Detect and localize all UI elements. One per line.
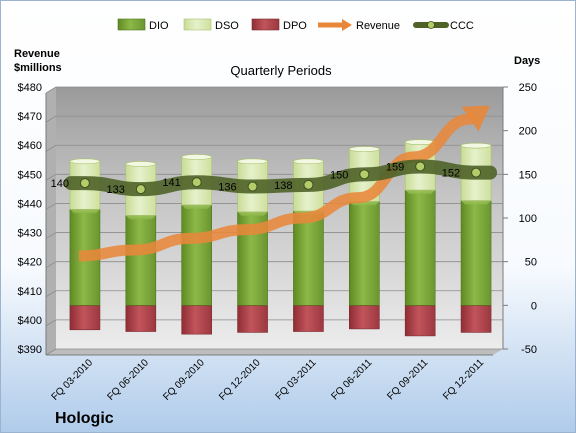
bar-dso-top — [460, 142, 492, 149]
bar-dpo — [237, 305, 268, 333]
legend-label-dso: DSO — [215, 20, 239, 32]
legend-arrowhead-revenue — [342, 19, 352, 31]
gridline-side — [45, 290, 57, 298]
left-tick-label: $460 — [18, 140, 42, 152]
revenue-series — [78, 105, 490, 262]
ccc-marker — [191, 177, 202, 188]
ccc-data-label: 138 — [274, 180, 292, 192]
ccc-marker — [359, 169, 370, 180]
left-tick-label: $420 — [18, 257, 42, 269]
ccc-marker — [471, 167, 482, 178]
gridline-side — [45, 348, 57, 356]
ccc-marker — [303, 179, 314, 190]
legend-swatch-dso — [183, 18, 212, 31]
ccc-data-label: 133 — [106, 184, 124, 196]
ccc-data-label: 140 — [51, 178, 69, 190]
gridline-side — [45, 144, 57, 152]
bar-dio-top — [405, 190, 436, 195]
bar-dio — [349, 201, 380, 306]
company-name: Hologic — [55, 410, 114, 427]
left-axis: $480 $470 $460 $450 $440 $430 $420 $410 $400 $390 — [18, 82, 47, 356]
ccc-data-label: 152 — [442, 168, 460, 180]
left-axis-title-line2: $millions — [14, 62, 62, 74]
bar-dso-top — [69, 158, 101, 165]
legend: DIO DSO DPO Revenue CCC — [117, 18, 474, 32]
legend-swatch-dio — [117, 18, 146, 31]
left-tick-label: $400 — [18, 315, 42, 327]
bar-dso-top — [349, 146, 380, 152]
right-tick-label: 50 — [525, 257, 537, 269]
gridline-side — [45, 203, 57, 210]
bar-dso-top — [237, 158, 268, 165]
gridline-side — [45, 173, 57, 181]
bar-dso-top — [181, 154, 212, 160]
right-tick-label: 0 — [531, 300, 537, 312]
ccc-data-label: 150 — [330, 169, 348, 181]
ccc-data-label: 141 — [162, 177, 180, 189]
bar-dso-top — [293, 158, 324, 165]
legend-label-revenue: Revenue — [356, 20, 400, 32]
bar-dpo — [404, 305, 436, 337]
bar-dio-top — [181, 204, 212, 209]
left-tick-label: $480 — [18, 82, 42, 94]
ccc-marker — [247, 181, 258, 192]
left-tick-label: $470 — [18, 111, 42, 123]
legend-label-ccc: CCC — [450, 20, 474, 32]
chart-title: Quarterly Periods — [230, 63, 332, 78]
left-tick-label: $440 — [18, 198, 42, 210]
ccc-marker — [415, 161, 426, 172]
legend-label-dpo: DPO — [283, 20, 307, 32]
gridline-side — [45, 261, 57, 269]
left-axis-title-line1: Revenue — [14, 48, 60, 60]
right-tick-label: 100 — [519, 213, 537, 225]
revenue-arrowhead — [461, 105, 490, 132]
bar-dio — [460, 200, 492, 306]
right-tick-label: 200 — [519, 126, 537, 138]
gridline-side — [45, 319, 57, 327]
left-tick-label: $430 — [18, 228, 42, 240]
right-axis: 250 200 150 100 50 0 -50 — [502, 82, 537, 356]
revenue-line — [78, 111, 479, 262]
legend-label-dio: DIO — [149, 20, 169, 32]
ccc-data-label: 136 — [218, 182, 236, 194]
right-tick-label: -50 — [521, 344, 537, 356]
ccc-series: 140 133 141 136 138 150 159 152 — [51, 159, 498, 197]
ccc-marker — [135, 184, 146, 195]
ccc-marker — [79, 178, 90, 189]
bar-dpo — [349, 305, 380, 330]
bar-dpo — [69, 305, 101, 331]
legend-swatch-dpo — [251, 18, 280, 31]
plot-floor — [46, 349, 503, 355]
bar-dio — [404, 189, 436, 306]
bar-dio — [181, 204, 212, 306]
gridline-side — [45, 115, 57, 123]
right-tick-label: 150 — [519, 169, 537, 181]
bar-dpo — [125, 305, 157, 332]
plot-side-wall — [46, 87, 56, 355]
bar-dpo — [293, 305, 324, 332]
bar-dio-top — [461, 200, 492, 205]
right-axis-title: Days — [514, 55, 540, 67]
ccc-data-label: 159 — [386, 161, 404, 173]
left-tick-label: $390 — [18, 344, 42, 356]
bar-dio-top — [237, 211, 268, 216]
bar-dio-top — [69, 209, 100, 214]
bar-dpo — [181, 305, 212, 335]
bar-dio-top — [125, 215, 156, 220]
legend-marker-ccc — [427, 21, 435, 29]
left-tick-label: $450 — [18, 169, 42, 181]
bar-dio — [293, 210, 324, 306]
gridline-side — [45, 86, 57, 94]
bar-dso-top — [125, 161, 157, 167]
bar-dpo — [460, 305, 492, 333]
right-tick-label: 250 — [519, 82, 537, 94]
gridline-side — [45, 232, 57, 239]
bar-dio — [125, 215, 157, 306]
left-tick-label: $410 — [18, 286, 42, 298]
